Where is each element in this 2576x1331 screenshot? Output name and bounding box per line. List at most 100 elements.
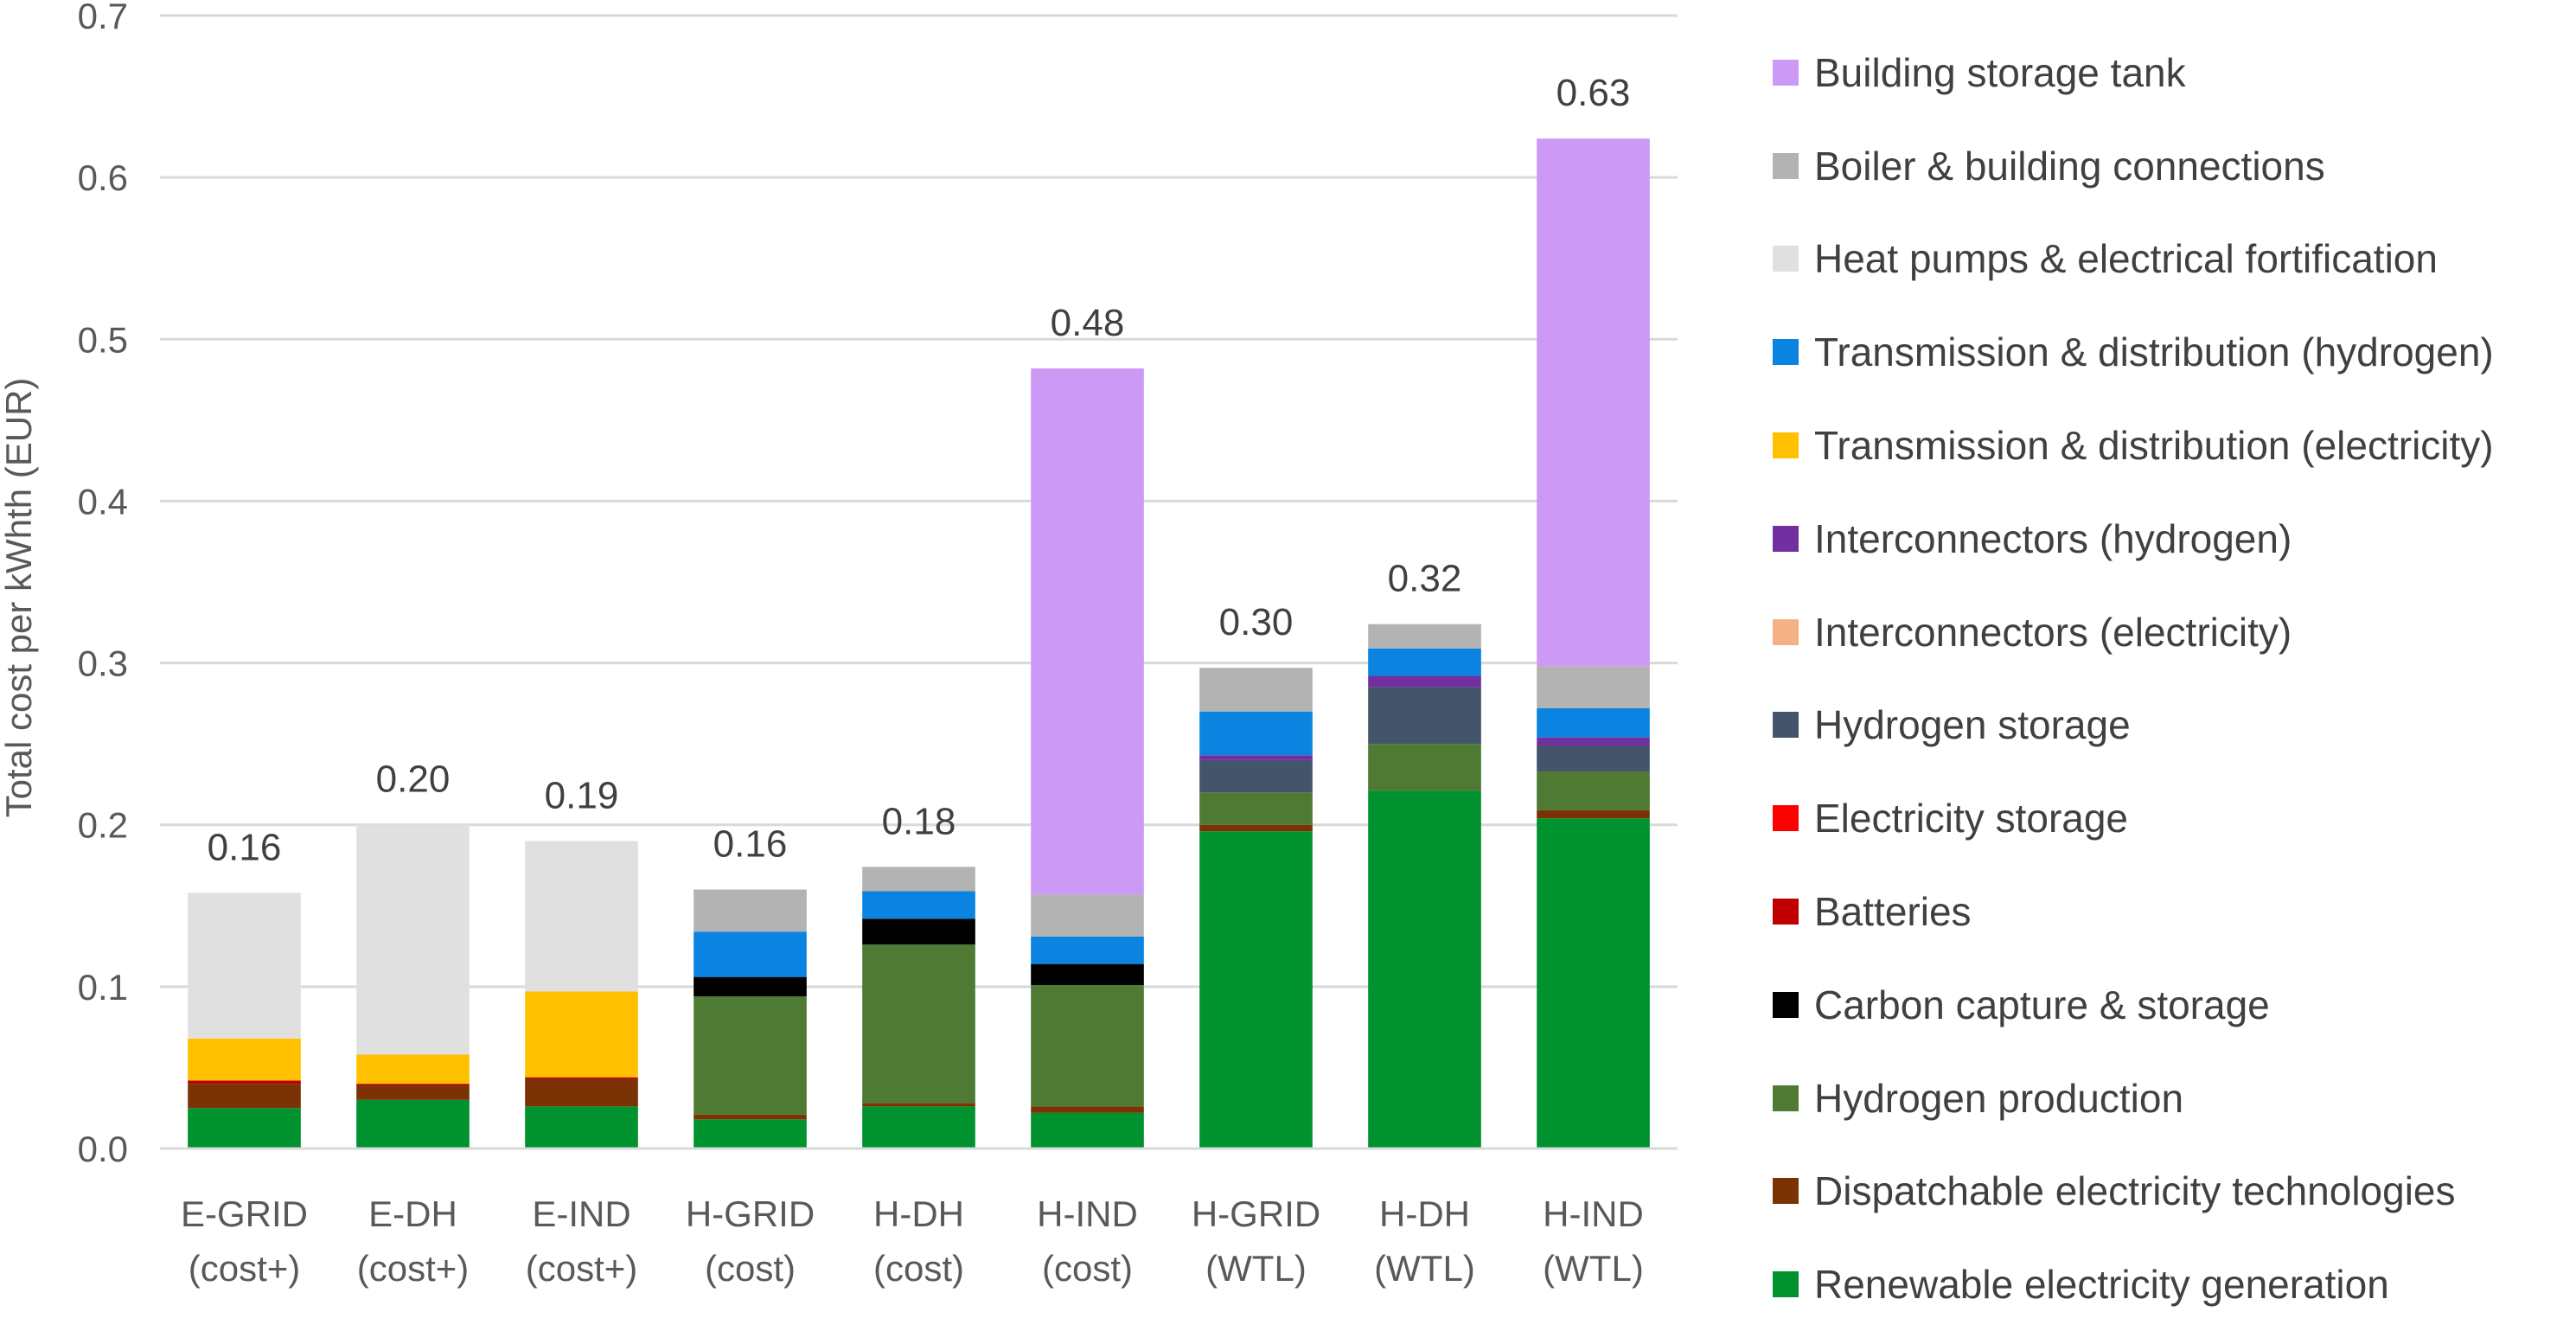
x-tick-label: E-GRID: [181, 1193, 308, 1234]
legend-swatch: [1773, 432, 1799, 459]
y-tick-label: 0.1: [78, 967, 128, 1008]
y-tick-label: 0.5: [78, 319, 128, 360]
bar-segment: [188, 1084, 301, 1109]
legend-label: Interconnectors (hydrogen): [1814, 515, 2292, 561]
y-tick-label: 0.3: [78, 643, 128, 684]
legend: Building storage tank Boiler & building c…: [1773, 26, 2573, 1331]
y-tick-label: 0.4: [78, 481, 128, 522]
legend-item: Hydrogen production: [1773, 1052, 2573, 1145]
bar-segment: [1368, 648, 1481, 676]
legend-item: Transmission & distribution (hydrogen): [1773, 305, 2573, 399]
bar-segment: [188, 1038, 301, 1081]
bar-segment: [1031, 894, 1144, 937]
bar-segment: [1199, 831, 1313, 1149]
legend-label: Transmission & distribution (electricity…: [1814, 423, 2494, 469]
bar-segment: [694, 996, 807, 1115]
x-tick-label: (cost+): [526, 1248, 638, 1289]
legend-label: Hydrogen production: [1814, 1075, 2184, 1121]
legend-swatch: [1773, 618, 1799, 645]
bar-total-label: 0.18: [882, 800, 956, 842]
bar-segment: [1031, 936, 1144, 964]
bar-segment: [1537, 666, 1650, 708]
bar-segment: [1368, 790, 1481, 1149]
legend-item: Dispatchable electricity technologies: [1773, 1145, 2573, 1238]
legend-label: Electricity storage: [1814, 796, 2129, 841]
bar-segment: [694, 976, 807, 997]
bar-segment: [188, 1080, 301, 1085]
legend-swatch: [1773, 805, 1799, 832]
legend-item: Hydrogen storage: [1773, 679, 2573, 772]
bar-segment: [1031, 984, 1144, 1107]
legend-label: Interconnectors (electricity): [1814, 609, 2292, 655]
x-tick-label: (cost+): [189, 1248, 301, 1289]
bar-segment: [1199, 824, 1313, 832]
stacked-bar-chart: 0.0 0.1 0.2 0.3 0.4 0.5 0.6 0.7 Total cost per k…: [0, 0, 1678, 1289]
legend-swatch: [1773, 525, 1799, 552]
bar-total-label: 0.16: [713, 823, 788, 866]
bar-segment: [188, 893, 301, 1039]
legend-item: Interconnectors (electricity): [1773, 586, 2573, 679]
legend-swatch: [1773, 899, 1799, 925]
bar-segment: [356, 1099, 470, 1149]
x-tick-label: H-GRID: [1192, 1193, 1320, 1234]
x-tick-label: (WTL): [1543, 1248, 1644, 1289]
x-tick-label: H-IND: [1543, 1193, 1644, 1234]
y-tick-label: 0.7: [78, 0, 128, 36]
bars: [188, 138, 1650, 1149]
x-tick-label: (WTL): [1374, 1248, 1475, 1289]
legend-label: Renewable electricity generation: [1814, 1262, 2389, 1308]
legend-item: Batteries: [1773, 865, 2573, 958]
x-tick-label: E-DH: [368, 1193, 457, 1234]
x-tick-label: H-IND: [1037, 1193, 1138, 1234]
bar-segment: [1537, 771, 1650, 810]
bar-segment: [1537, 745, 1650, 771]
bar-total-label: 0.30: [1219, 601, 1294, 643]
legend-label: Transmission & distribution (hydrogen): [1814, 330, 2494, 375]
bar-segment: [525, 991, 638, 1078]
legend-item: Transmission & distribution (electricity…: [1773, 399, 2573, 492]
x-tick-label: H-DH: [873, 1193, 964, 1234]
bar-segment: [1537, 818, 1650, 1149]
bar-segment: [356, 1084, 470, 1086]
bar-total-label: 0.19: [545, 774, 619, 816]
bar-segment: [862, 867, 975, 892]
y-tick-label: 0.0: [78, 1129, 128, 1169]
bar-segment: [1199, 668, 1313, 712]
y-tick-label: 0.6: [78, 157, 128, 198]
bar-total-label: 0.32: [1388, 558, 1462, 600]
legend-swatch: [1773, 1085, 1799, 1111]
legend-swatch: [1773, 152, 1799, 179]
legend-item: Building storage tank: [1773, 26, 2573, 119]
legend-swatch: [1773, 1271, 1799, 1298]
legend-label: Boiler & building connections: [1814, 143, 2325, 189]
x-tick-label: H-GRID: [686, 1193, 815, 1234]
bar-segment: [525, 1106, 638, 1149]
bar-segment: [1031, 963, 1144, 985]
bar-total-label: 0.63: [1556, 72, 1631, 114]
bar-segment: [1368, 624, 1481, 649]
bar-segment: [188, 1108, 301, 1149]
legend-swatch: [1773, 339, 1799, 366]
bar-segment: [1537, 737, 1650, 746]
legend-swatch: [1773, 246, 1799, 272]
bar-total-label: 0.20: [376, 758, 451, 801]
y-axis-title: Total cost per kWhth (EUR): [0, 378, 39, 818]
bar-segment: [356, 824, 470, 1055]
bar-segment: [1537, 138, 1650, 667]
legend-label: Building storage tank: [1814, 49, 2186, 95]
legend-item: Electricity storage: [1773, 771, 2573, 865]
legend-label: Hydrogen storage: [1814, 702, 2131, 748]
legend-item: Heat pumps & electrical fortification: [1773, 213, 2573, 306]
bar-segment: [1031, 368, 1144, 895]
legend-item: Boiler & building connections: [1773, 119, 2573, 213]
legend-label: Heat pumps & electrical fortification: [1814, 236, 2438, 282]
legend-label: Batteries: [1814, 889, 1972, 935]
bar-segment: [1537, 707, 1650, 738]
x-tick-label: (WTL): [1205, 1248, 1307, 1289]
bar-segment: [1031, 1106, 1144, 1113]
bar-segment: [1199, 755, 1313, 760]
bar-segment: [525, 841, 638, 992]
bar-segment: [1031, 1112, 1144, 1149]
bar-segment: [862, 918, 975, 945]
bar-segment: [694, 1114, 807, 1120]
